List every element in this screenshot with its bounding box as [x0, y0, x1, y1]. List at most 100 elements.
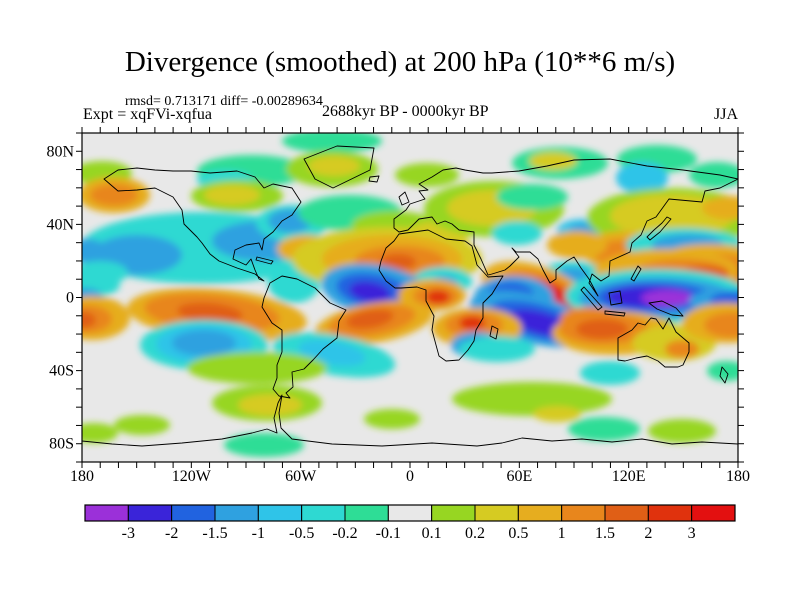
anomaly-blob: [224, 433, 304, 457]
period-label: 2688kyr BP - 0000kyr BP: [322, 103, 489, 120]
colorbar-segment: [647, 504, 693, 522]
x-tick-label: 120W: [172, 468, 212, 485]
y-tick-label: 80S: [49, 436, 74, 453]
coastline-path: [617, 317, 690, 368]
colorbar-tick-label: 1: [558, 525, 566, 542]
coastline-path: [82, 394, 738, 447]
anomaly-blob: [689, 162, 738, 188]
x-tick-label: 60E: [506, 468, 532, 485]
coastline-path: [630, 265, 642, 282]
anomaly-blob: [496, 184, 568, 210]
anomaly-blob: [616, 162, 668, 194]
anomaly-blob: [364, 409, 420, 429]
coastline-path: [261, 275, 347, 399]
colorbar-tick-label: 0.1: [422, 525, 442, 542]
coastline-path: [255, 256, 274, 265]
y-tick-label: 40S: [49, 363, 74, 380]
anomaly-blob: [529, 152, 577, 170]
anomaly-blob: [172, 330, 236, 356]
colorbar-segment: [431, 504, 476, 522]
coastline-path: [580, 286, 603, 311]
colorbar-tick-label: 2: [644, 525, 652, 542]
anomaly-blob: [702, 196, 738, 220]
axis-ticks: [76, 127, 744, 468]
coastline-path: [719, 366, 729, 384]
anomaly-blob: [459, 336, 535, 362]
colorbar-tick-label: 0.5: [508, 525, 528, 542]
anomaly-blob: [346, 309, 394, 329]
colorbar: -3 -2 -1.5 -1 -0.5 -0.2 -0.1 0.1 0.2 0.5 1 1.5 2 3: [84, 504, 736, 542]
colorbar-tick-label: -0.1: [376, 525, 401, 542]
anomaly-blob: [395, 163, 459, 187]
anomaly-blob: [349, 281, 391, 303]
experiment-label: Expt = xqFVi-xqfua: [83, 106, 212, 123]
anomaly-blob: [492, 221, 542, 245]
anomaly-blob: [204, 185, 260, 205]
y-tick-label: 80N: [46, 143, 74, 160]
coastline-path: [368, 175, 380, 183]
colorbar-tick-label: -3: [122, 525, 135, 542]
coastline-path: [648, 300, 684, 317]
axis-tick-labels: 180 120W 60W 0 60E 120E 180 80N 40N 0 40S 80S: [46, 143, 750, 485]
colorbar-segment: [561, 504, 606, 522]
anomaly-blob: [82, 239, 107, 263]
colorbar-tick-label: 1.5: [595, 525, 615, 542]
colorbar-tick-label: -0.5: [289, 525, 314, 542]
coastline-path: [303, 145, 375, 189]
colorbar-segment: [84, 504, 129, 522]
anomaly-blob: [568, 417, 640, 441]
colorbar-segment: [171, 504, 216, 522]
contour-fill-field: [82, 133, 738, 457]
colorbar-segment: [517, 504, 563, 522]
anomaly-blob: [576, 319, 628, 339]
colorbar-segment: [387, 504, 433, 522]
anomaly-blob: [533, 406, 581, 422]
anomaly-blob: [187, 352, 327, 384]
coastline-path: [398, 191, 410, 206]
colorbar-segment: [604, 504, 649, 522]
anomaly-blob: [704, 312, 738, 338]
colorbar-segment: [214, 504, 259, 522]
colorbar-tick-label: 0.2: [465, 525, 485, 542]
colorbar-segment: [257, 504, 303, 522]
colorbar-tick-label: -0.2: [332, 525, 357, 542]
anomaly-blob: [308, 156, 360, 176]
y-tick-label: 40N: [46, 216, 74, 233]
anomaly-blob: [238, 394, 302, 416]
colorbar-tick-label: 3: [688, 525, 696, 542]
colorbar-frame: [84, 504, 736, 522]
x-tick-label: 0: [406, 468, 414, 485]
colorbar-tick-label: -1: [252, 525, 265, 542]
stats-annotation: rmsd= 0.713171 diff= -0.00289634: [125, 94, 323, 109]
coastline-path: [393, 158, 738, 297]
anomaly-blob: [114, 415, 170, 435]
anomaly-blob: [82, 423, 118, 443]
colorbar-segment: [127, 504, 173, 522]
x-tick-label: 120E: [612, 468, 646, 485]
colorbar-segment: [474, 504, 519, 522]
colorbar-tick-label: -1.5: [202, 525, 227, 542]
anomaly-blob: [707, 361, 738, 381]
season-label: JJA: [713, 106, 738, 123]
coastline-path: [489, 325, 499, 340]
y-tick-label: 0: [66, 290, 74, 307]
coastline-path: [103, 167, 302, 282]
colorbar-segment: [344, 504, 389, 522]
coastline-path: [608, 290, 623, 306]
x-tick-label: 60W: [285, 468, 317, 485]
anomaly-blob: [580, 361, 640, 385]
anomaly-blob: [648, 419, 716, 443]
anomaly-blob: [380, 254, 416, 270]
colorbar-segment: [301, 504, 346, 522]
anomaly-blob: [452, 382, 612, 416]
anomaly-blob: [665, 340, 699, 358]
anomaly-blob: [459, 316, 485, 330]
coastline-path: [604, 310, 626, 317]
x-tick-label: 180: [726, 468, 750, 485]
anomaly-blob: [90, 184, 138, 206]
anomaly-blob: [82, 312, 96, 328]
coastline-path: [378, 229, 504, 362]
anomaly-blob: [177, 302, 243, 324]
